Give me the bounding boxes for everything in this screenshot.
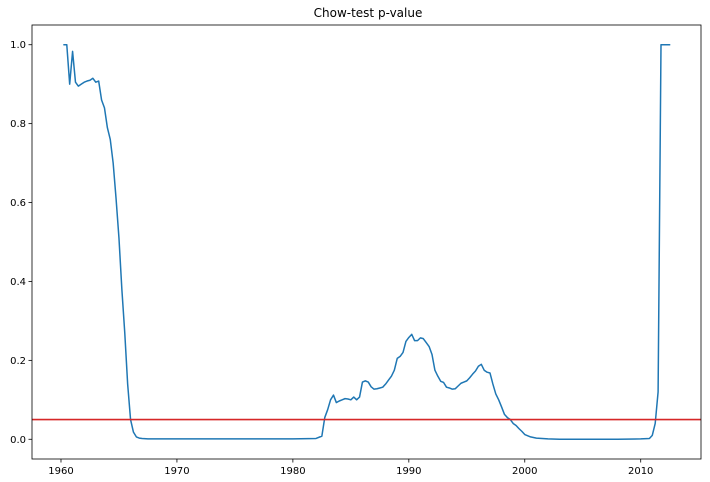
y-tick-label: 0.8 [10, 119, 26, 130]
x-tick-label: 1960 [48, 466, 73, 477]
axes-frame [31, 24, 702, 460]
x-tick-label: 1990 [396, 466, 421, 477]
x-tick-label: 2000 [512, 466, 537, 477]
y-tick-label: 1.0 [10, 40, 26, 51]
x-axis-ticks: 1960 1970 1980 1990 2000 2010 [48, 459, 653, 477]
y-tick-label: 0.4 [10, 277, 26, 288]
series-line-0 [63, 43, 671, 441]
y-tick-label: 0.0 [10, 435, 26, 446]
y-tick-label: 0.6 [10, 198, 26, 209]
y-tick-label: 0.2 [10, 356, 26, 367]
x-tick-label: 1980 [280, 466, 305, 477]
chart-title: Chow-test p-value [314, 6, 423, 20]
x-tick-label: 2010 [628, 466, 653, 477]
y-axis-ticks: 0.0 0.2 0.4 0.6 0.8 1.0 [10, 40, 32, 446]
x-tick-label: 1970 [164, 466, 189, 477]
plot-area [32, 43, 701, 441]
